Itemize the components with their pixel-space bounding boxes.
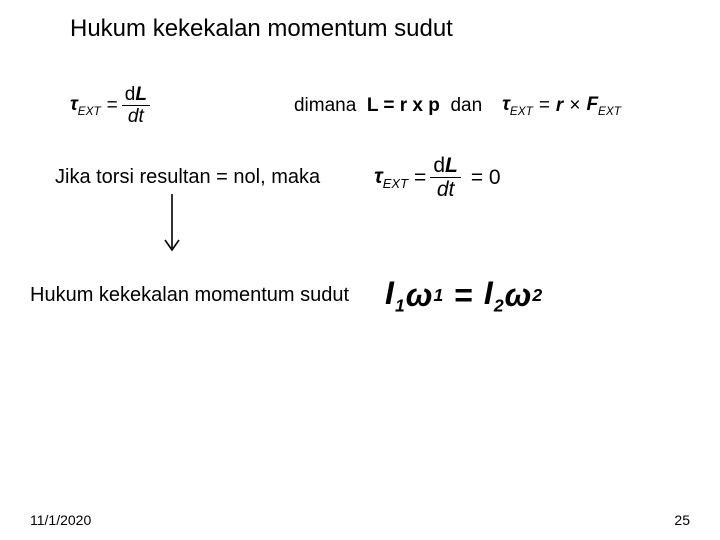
equals-zero: = 0 [471,166,501,190]
equals-3: = [414,166,426,190]
formula-Iomega: I1 ω1 = I2 ω2 [385,275,543,316]
equals: = [107,95,118,117]
line-3: Jika torsi resultan = nol, maka τEXT = d… [55,155,501,200]
dimana-text: dimana L = r x p dan [294,95,482,117]
fraction-dLdt: dL dt [122,85,150,126]
down-arrow-icon [160,190,184,260]
equals-2: = [539,95,550,117]
tau-symbol: τEXT [70,94,101,118]
formula-tau-zero: τEXT = dL dt = 0 [374,155,500,200]
formula-tau-rF: τEXT = r × FEXT [502,94,621,118]
line-4: Hukum kekekalan momentum sudut I1 ω1 = I… [30,275,543,316]
slide: Hukum kekekalan momentum sudut τEXT = dL… [0,0,720,540]
line3-text: Jika torsi resultan = nol, maka [55,166,320,189]
footer-date: 11/1/2020 [30,512,91,528]
tau-symbol-2: τEXT [502,94,533,118]
fraction-dLdt-2: dL dt [430,155,461,200]
line4-text: Hukum kekekalan momentum sudut [30,284,349,307]
tau-symbol-3: τEXT [374,165,408,191]
slide-title: Hukum kekekalan momentum sudut [70,15,453,43]
formula-tau-dLdt: τEXT = dL dt [70,85,154,126]
line-2: τEXT = dL dt dimana L = r x p dan τEXT =… [70,85,621,126]
footer-page-number: 25 [674,512,690,528]
